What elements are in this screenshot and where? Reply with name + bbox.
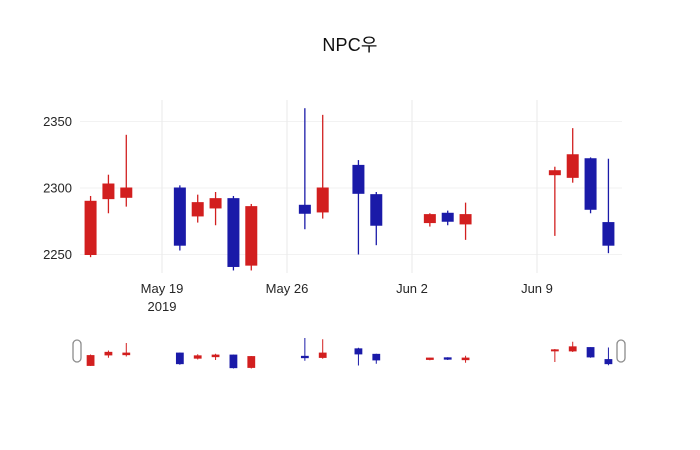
- mini-candle-body: [318, 352, 327, 358]
- candle: [298, 108, 311, 230]
- candle-body: [102, 183, 115, 200]
- mini-candle: [461, 355, 470, 363]
- y-tick-label: 2250: [43, 247, 72, 262]
- mini-candle-body: [568, 346, 577, 352]
- candle-body: [191, 202, 204, 217]
- mini-candle-body: [229, 354, 238, 369]
- candle-body: [316, 187, 329, 213]
- mini-candle-body: [104, 351, 113, 356]
- candle-body: [548, 170, 561, 176]
- candle: [602, 158, 615, 254]
- mini-candle-body: [300, 355, 309, 359]
- candle: [370, 191, 383, 246]
- gridlines: [80, 100, 622, 273]
- candle: [227, 195, 240, 271]
- y-axis: 2250 2300 2350: [43, 114, 72, 262]
- mini-candle: [550, 349, 559, 362]
- mini-candle-body: [193, 355, 202, 359]
- candle-body: [227, 198, 240, 267]
- x-tick-label: Jun 9: [521, 281, 553, 296]
- candle: [441, 210, 454, 226]
- mini-candle: [104, 350, 113, 358]
- candle-body: [84, 200, 97, 256]
- x-tick-label: May 26: [266, 281, 309, 296]
- candle: [102, 174, 115, 214]
- mini-candle-body: [86, 355, 95, 366]
- candle-body: [298, 204, 311, 214]
- candle-body: [370, 194, 383, 226]
- candle: [566, 128, 579, 183]
- candle-body: [423, 214, 436, 224]
- mini-candle-body: [354, 348, 363, 355]
- mini-candle-body: [586, 347, 595, 358]
- candle: [173, 185, 186, 251]
- y-tick-label: 2300: [43, 181, 72, 196]
- candle-body: [120, 187, 133, 198]
- mini-candle: [354, 347, 363, 366]
- mini-candle: [568, 341, 577, 352]
- mini-candle: [86, 354, 95, 366]
- mini-candle-body: [425, 357, 434, 360]
- mini-candle: [229, 354, 238, 369]
- candle: [84, 195, 97, 258]
- mini-candle: [443, 357, 452, 360]
- chart-title: NPC우: [322, 35, 378, 55]
- candle-body: [245, 206, 258, 266]
- mini-candle-body: [604, 359, 613, 365]
- mini-candle: [318, 339, 327, 359]
- x-tick-label: Jun 2: [396, 281, 428, 296]
- mini-candle: [175, 352, 184, 365]
- rangeslider[interactable]: [72, 332, 627, 372]
- candle: [316, 114, 329, 219]
- mini-candle-body: [247, 356, 256, 368]
- mini-candle: [300, 338, 309, 361]
- mini-candle-body: [461, 357, 470, 361]
- mini-candle: [247, 356, 256, 369]
- candle: [584, 157, 597, 214]
- mini-candle: [425, 357, 434, 361]
- candle-body: [352, 164, 365, 194]
- mini-candle: [372, 353, 381, 364]
- candle: [209, 191, 222, 226]
- candle-body: [173, 187, 186, 246]
- candle: [352, 160, 365, 255]
- candle: [245, 203, 258, 271]
- candle: [548, 166, 561, 236]
- rangeslider-handle-left[interactable]: [72, 339, 82, 363]
- mini-candle: [604, 347, 613, 366]
- candle-body: [441, 212, 454, 222]
- candle: [191, 194, 204, 223]
- mini-candle-body: [122, 352, 131, 356]
- mini-candle: [586, 347, 595, 358]
- x-tick-sublabel: 2019: [148, 299, 177, 314]
- mini-candle: [122, 343, 131, 357]
- x-tick-label: May 19: [141, 281, 184, 296]
- rangeslider-track[interactable]: [73, 332, 627, 372]
- candle: [423, 213, 436, 227]
- mini-candle-body: [175, 352, 184, 365]
- mini-candle-body: [372, 353, 381, 361]
- mini-candle: [211, 353, 220, 360]
- mini-candle-body: [443, 357, 452, 360]
- candle: [120, 134, 133, 207]
- candle-body: [602, 222, 615, 246]
- rangeslider-handle-right[interactable]: [616, 339, 626, 363]
- main-plot: [84, 108, 615, 271]
- candle-body: [584, 158, 597, 210]
- candle-body: [459, 214, 472, 225]
- candle-body: [566, 154, 579, 178]
- mini-candle: [193, 354, 202, 360]
- candle: [459, 202, 472, 240]
- mini-candle-body: [550, 349, 559, 352]
- x-axis: May 19 2019 May 26 Jun 2 Jun 9: [141, 281, 553, 314]
- candle-body: [209, 198, 222, 209]
- mini-candle-body: [211, 354, 220, 358]
- y-tick-label: 2350: [43, 114, 72, 129]
